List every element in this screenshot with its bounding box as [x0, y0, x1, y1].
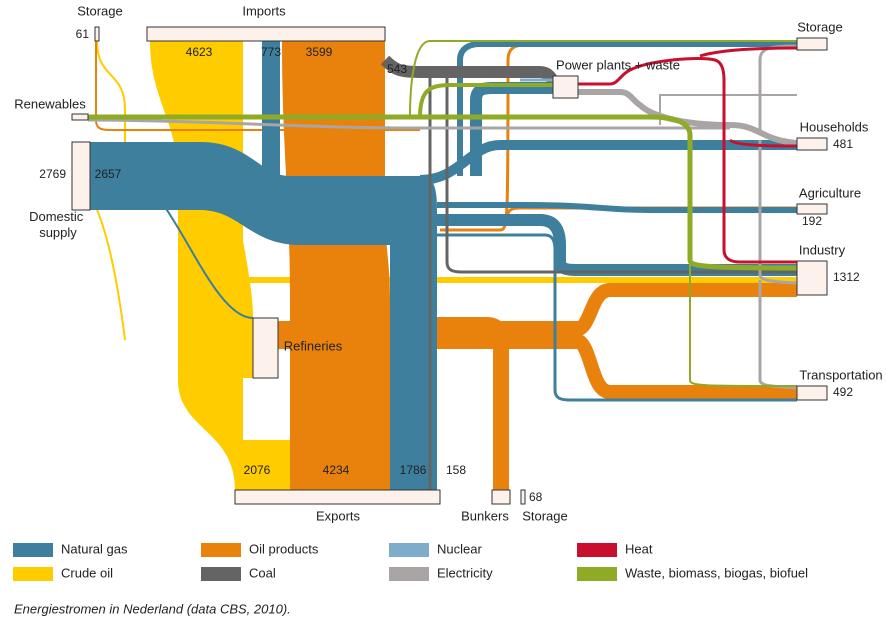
flow: [758, 44, 798, 130]
node-label: Domestic supply: [29, 209, 87, 240]
node-value: 158: [446, 463, 466, 477]
legend-label: Heat: [625, 541, 653, 556]
legend-swatch: [389, 567, 429, 581]
legend-swatch: [13, 567, 53, 581]
flow: [96, 40, 126, 142]
flow: [380, 55, 559, 84]
legend-swatch: [13, 543, 53, 557]
node-value: 481: [833, 137, 853, 151]
caption: Energiestromen in Nederland (data CBS, 2…: [14, 601, 291, 616]
node-value: 2076: [244, 463, 271, 477]
node-value: 773: [261, 45, 281, 59]
flow: [699, 46, 798, 58]
node-label: Agriculture: [799, 185, 861, 200]
flow: [243, 240, 253, 378]
node-value: 2657: [95, 167, 122, 181]
flow: [418, 83, 553, 118]
legend-swatch: [577, 543, 617, 557]
flow: [728, 138, 798, 148]
legend-label: Waste, biomass, biogas, biofuel: [625, 565, 808, 580]
node-value: 4234: [323, 463, 350, 477]
flow: [150, 41, 243, 490]
node-box: [796, 37, 828, 51]
flow: [437, 214, 797, 276]
flow: [457, 41, 797, 176]
node-label: Storage: [77, 3, 123, 18]
flow: [445, 72, 797, 274]
node-box: [71, 141, 91, 211]
node-label: Imports: [242, 3, 286, 18]
node-box: [796, 260, 828, 296]
node-value: 4623: [186, 45, 213, 59]
node-box: [552, 75, 579, 99]
flow: [572, 333, 797, 399]
flow: [437, 233, 797, 402]
node-value: 192: [802, 214, 822, 228]
node-value: 1786: [400, 463, 427, 477]
node-box: [520, 489, 526, 505]
flow: [235, 440, 290, 490]
legend-label: Natural gas: [61, 541, 128, 556]
flow: [390, 317, 509, 490]
node-box: [252, 317, 279, 379]
flow: [470, 82, 553, 176]
flow: [87, 118, 730, 130]
node-label: Power plants + waste: [556, 57, 680, 72]
node-label: Households: [800, 119, 869, 134]
node-label: Storage: [522, 508, 568, 523]
flow: [578, 57, 797, 264]
flow: [573, 283, 797, 337]
legend-label: Electricity: [437, 565, 493, 580]
node-label: Bunkers: [461, 508, 509, 523]
flow: [689, 260, 798, 387]
node-box: [796, 203, 828, 215]
flow: [437, 202, 797, 213]
legend-swatch: [577, 567, 617, 581]
flow: [89, 194, 126, 341]
node-box: [94, 26, 100, 42]
legend-label: Coal: [249, 565, 276, 580]
flow: [282, 41, 390, 490]
node-box: [796, 137, 828, 151]
node-label: Transportation: [799, 367, 882, 382]
node-box: [146, 26, 386, 42]
legend-swatch: [201, 567, 241, 581]
node-label: Storage: [797, 19, 843, 34]
node-label: Refineries: [284, 338, 343, 353]
labels: Storage 61 Imports 4623 773 3599 543 Ren…: [14, 3, 882, 523]
node-box: [796, 385, 828, 401]
flow: [159, 199, 254, 319]
node-value: 1312: [833, 270, 860, 284]
node-value: 61: [76, 27, 90, 41]
flow: [90, 142, 437, 490]
node-label: Renewables: [14, 96, 86, 111]
legend-label: Nuclear: [437, 541, 482, 556]
legend-label: Oil products: [249, 541, 319, 556]
node-box: [491, 489, 511, 505]
flow-value: 543: [387, 62, 407, 76]
node-value: 68: [529, 490, 543, 504]
flow: [419, 140, 797, 185]
node-value: 3599: [306, 45, 333, 59]
legend-label: Crude oil: [61, 565, 113, 580]
flow: [758, 140, 798, 285]
node-label: Exports: [316, 508, 361, 523]
node-box: [71, 113, 89, 121]
legend-swatch: [201, 543, 241, 557]
node-value: 2769: [39, 167, 66, 181]
flows: [87, 40, 798, 490]
node-value: 492: [833, 385, 853, 399]
flow: [409, 40, 797, 118]
legend-swatch: [389, 543, 429, 557]
node-label: Industry: [799, 242, 846, 257]
legend: Natural gas Oil products Nuclear Heat Crude …: [13, 541, 808, 581]
nodes: [71, 26, 828, 505]
node-box: [234, 489, 441, 505]
